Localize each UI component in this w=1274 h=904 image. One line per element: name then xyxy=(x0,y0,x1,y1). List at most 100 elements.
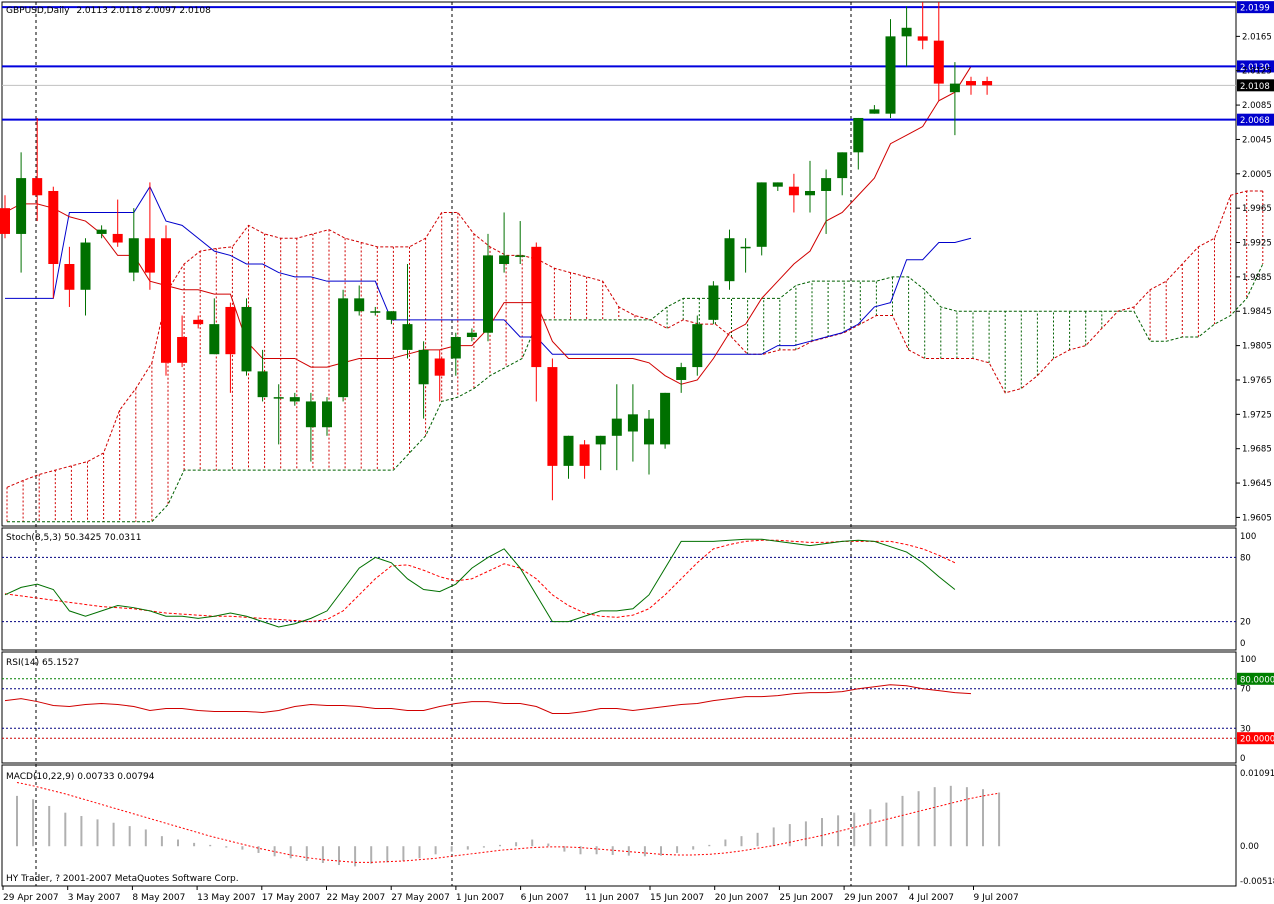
candle xyxy=(660,392,671,449)
candle xyxy=(515,221,526,264)
candle-body xyxy=(273,397,284,399)
candle-body xyxy=(402,324,413,350)
macd-plot: 0.01091 0.00 -0.00518 xyxy=(16,769,1274,887)
candle xyxy=(708,281,719,325)
price-tick-label: 1.9805 xyxy=(1242,342,1272,352)
candle xyxy=(885,19,896,118)
candle-body xyxy=(338,298,349,398)
macd-tick-label: 0.00 xyxy=(1240,842,1259,852)
candle xyxy=(466,328,477,342)
time-tick-label: 3 May 2007 xyxy=(68,893,121,903)
candle xyxy=(434,349,445,402)
candle xyxy=(982,76,993,95)
level-label: 2.0199 xyxy=(1240,4,1270,14)
candle xyxy=(386,311,397,325)
candle-body xyxy=(257,371,268,398)
price-tick-label: 1.9845 xyxy=(1242,307,1272,317)
time-tick-label: 29 Apr 2007 xyxy=(3,893,59,903)
candle-body xyxy=(32,178,43,196)
candle-body xyxy=(289,397,300,402)
price-tick-label: 2.0165 xyxy=(1242,32,1272,42)
candle-body xyxy=(563,435,574,466)
candle xyxy=(756,182,767,256)
candle-body xyxy=(644,418,654,445)
macd-signal-line xyxy=(16,781,1000,863)
rsi-marker-label: 80.0000 xyxy=(1240,675,1274,685)
candle xyxy=(402,264,413,359)
time-tick-label: 17 May 2007 xyxy=(262,893,321,903)
candle xyxy=(949,62,960,136)
candle xyxy=(595,435,606,471)
price-pane[interactable] xyxy=(1,1,1237,527)
candle-body xyxy=(660,392,671,445)
candle xyxy=(724,229,735,290)
candle xyxy=(933,2,944,101)
candle-body xyxy=(853,117,864,153)
price-tick-label: 1.9925 xyxy=(1242,239,1272,249)
rsi-pane[interactable] xyxy=(1,651,1237,764)
price-tick-label: 1.9645 xyxy=(1242,479,1272,489)
candles xyxy=(0,2,993,501)
candle-body xyxy=(933,40,944,84)
candle-body xyxy=(869,109,880,114)
candle-body xyxy=(466,332,477,338)
candle xyxy=(48,186,59,299)
price-tick-label: 2.0045 xyxy=(1242,135,1272,145)
candle xyxy=(483,233,493,342)
candle-body xyxy=(112,233,123,243)
candle-body xyxy=(80,242,91,290)
stoch-main-line xyxy=(4,538,956,628)
candle-body xyxy=(434,358,445,376)
candle xyxy=(644,410,654,475)
candle-body xyxy=(949,83,960,93)
candle xyxy=(676,362,687,393)
candle-body xyxy=(499,255,510,264)
candle-body xyxy=(418,349,429,385)
candle-body xyxy=(708,285,719,320)
candle-body xyxy=(515,255,526,257)
price-tick-label: 1.9685 xyxy=(1242,445,1272,455)
candle-body xyxy=(209,324,220,355)
candle-body xyxy=(96,229,107,234)
stoch-plot: 100 80 20 0 xyxy=(2,532,1256,649)
candle xyxy=(966,76,976,95)
candle-body xyxy=(161,238,171,363)
candle xyxy=(80,238,91,316)
candle-body xyxy=(595,435,606,445)
level-lines: 2.0199 2.0130 2.0068 2.0108 xyxy=(2,1,1274,126)
candle-body xyxy=(386,311,397,320)
candle xyxy=(740,238,751,273)
rsi-tick-label: 70 xyxy=(1240,685,1251,695)
candle-body xyxy=(128,238,139,273)
candle-body xyxy=(982,81,993,86)
candle-body xyxy=(144,238,155,273)
stoch-tick-label: 80 xyxy=(1240,553,1251,563)
candle-body xyxy=(966,81,976,86)
price-tick-label: 1.9885 xyxy=(1242,273,1272,283)
candle-body xyxy=(370,311,381,313)
candle-body xyxy=(692,324,703,368)
time-tick-label: 4 Jul 2007 xyxy=(909,893,954,903)
candle-body xyxy=(531,246,542,368)
stoch-tick-label: 100 xyxy=(1240,532,1256,542)
candle xyxy=(418,341,429,419)
candle xyxy=(917,2,928,50)
candle-body xyxy=(724,238,735,282)
candle-body xyxy=(64,264,75,290)
symbol-label: GBPUSD,Daily 2.0113 2.0118 2.0097 2.0108 xyxy=(6,6,211,16)
stoch-tick-label: 20 xyxy=(1240,618,1251,628)
stoch-pane[interactable] xyxy=(1,527,1237,651)
candle xyxy=(531,242,542,402)
candle xyxy=(611,384,622,471)
time-tick-label: 29 Jun 2007 xyxy=(844,893,898,903)
rsi-plot: 80.0000 20.0000 100 70 30 0 xyxy=(2,655,1274,764)
ichimoku-cloud xyxy=(6,190,1264,523)
macd-pane[interactable] xyxy=(1,764,1237,887)
rsi-label: RSI(14) 65.1527 xyxy=(6,658,79,668)
time-tick-label: 27 May 2007 xyxy=(391,893,450,903)
candle xyxy=(0,195,10,239)
candle xyxy=(128,208,139,282)
candle xyxy=(64,246,75,307)
candle-body xyxy=(837,152,848,179)
